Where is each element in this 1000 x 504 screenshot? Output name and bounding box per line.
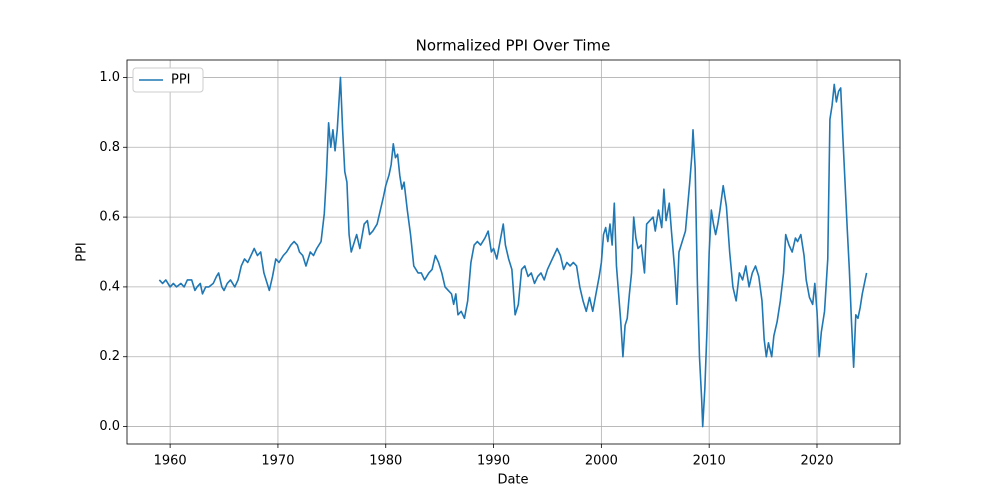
x-tick-label: 1980 [369,454,402,469]
plot-frame [126,59,901,445]
y-tick-label: 0.6 [99,210,120,225]
x-tick-label: 1960 [154,454,187,469]
y-tick-label: 0.0 [99,419,120,434]
y-tick-label: 1.0 [99,70,120,85]
y-axis-label: PPI [75,242,90,262]
legend-box [132,67,204,93]
data-line [158,76,868,428]
legend-label: PPI [171,73,191,88]
y-tick-label: 0.4 [99,279,120,294]
x-tick-label: 2010 [693,454,726,469]
x-tick-label: 1990 [477,454,510,469]
x-tick-label: 2000 [585,454,618,469]
x-axis-label: Date [497,473,528,488]
y-tick-label: 0.8 [99,140,120,155]
chart-title: Normalized PPI Over Time [416,37,611,55]
x-tick-label: 2020 [800,454,833,469]
y-tick-label: 0.2 [99,349,120,364]
x-tick-label: 1970 [261,454,294,469]
